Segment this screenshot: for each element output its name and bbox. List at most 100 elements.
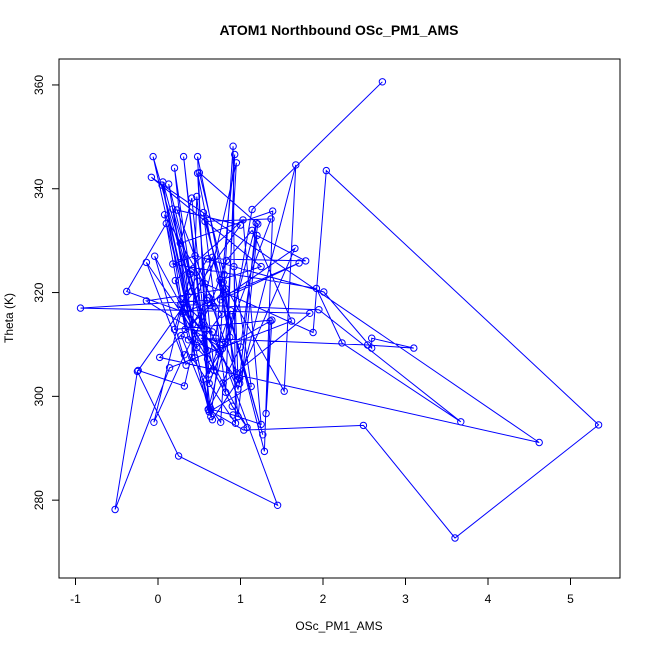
x-tick-label: 4 <box>485 592 492 606</box>
data-point <box>535 438 543 447</box>
data-point <box>222 388 230 396</box>
data-point <box>295 259 303 267</box>
data-point <box>169 205 177 213</box>
data-point <box>236 343 245 351</box>
data-point <box>142 297 151 305</box>
data-point <box>232 159 241 167</box>
y-tick-label: 320 <box>32 282 46 302</box>
data-point <box>266 317 274 325</box>
data-point <box>188 353 196 362</box>
x-tick-label: 1 <box>237 592 244 606</box>
data-point <box>217 418 225 426</box>
chart-title: ATOM1 Northbound OSc_PM1_AMS <box>219 22 458 38</box>
data-point <box>232 369 241 377</box>
data-point <box>309 328 317 337</box>
data-point <box>158 181 166 189</box>
data-point <box>217 296 225 304</box>
data-point <box>193 192 201 201</box>
data-point <box>226 333 234 341</box>
y-tick-label: 280 <box>32 490 46 510</box>
data-point <box>280 387 288 395</box>
data-point <box>210 366 218 375</box>
data-point <box>210 302 218 311</box>
data-point <box>182 361 190 369</box>
data-point <box>368 344 376 352</box>
plot-frame <box>58 58 621 579</box>
data-point <box>267 215 275 223</box>
data-point <box>306 309 314 317</box>
y-tick-label: 360 <box>32 75 46 95</box>
data-point <box>252 219 260 227</box>
y-axis: 280 300 320 340 360 <box>32 75 60 510</box>
data-point <box>268 316 276 324</box>
data-point <box>222 285 230 293</box>
data-point <box>123 287 131 296</box>
data-point <box>205 370 213 378</box>
data-point <box>199 208 208 217</box>
data-point <box>160 211 169 219</box>
data-point <box>231 419 240 427</box>
data-point <box>204 406 213 414</box>
data-point <box>193 343 201 352</box>
data-point <box>173 206 181 214</box>
data-point <box>191 354 199 362</box>
data-point <box>177 295 185 303</box>
data-point <box>176 300 185 309</box>
data-point <box>205 379 213 388</box>
data-point <box>176 239 185 247</box>
data-point <box>181 325 189 334</box>
data-point <box>287 317 296 325</box>
data-point <box>203 355 212 363</box>
x-tick-label: 5 <box>567 592 574 606</box>
data-point <box>193 152 202 161</box>
data-point <box>228 402 237 410</box>
data-point <box>257 262 265 271</box>
data-points <box>76 78 603 542</box>
data-point <box>187 268 195 276</box>
data-point <box>219 379 227 387</box>
data-point <box>200 325 208 334</box>
data-point <box>149 152 157 161</box>
data-point <box>165 364 174 372</box>
data-point <box>269 207 277 215</box>
data-point <box>133 367 142 376</box>
data-point <box>230 262 238 271</box>
data-point <box>195 169 204 177</box>
data-point <box>169 260 177 268</box>
x-axis-label: OSc_PM1_AMS <box>295 619 382 633</box>
data-point <box>220 289 228 298</box>
y-tick-label: 300 <box>32 386 46 406</box>
data-point <box>197 334 205 342</box>
data-point <box>216 276 224 284</box>
data-point <box>315 306 323 314</box>
data-point <box>368 334 376 342</box>
data-point <box>179 152 188 161</box>
data-point <box>410 344 418 352</box>
data-point <box>236 374 244 382</box>
data-point <box>320 288 328 296</box>
data-point <box>134 366 142 375</box>
data-point <box>142 258 151 267</box>
data-point <box>457 418 465 426</box>
data-point <box>188 287 196 296</box>
x-tick-label: 3 <box>402 592 409 606</box>
data-point <box>174 452 183 460</box>
data-point <box>208 328 217 336</box>
x-tick-label: 0 <box>155 592 162 606</box>
data-point <box>203 347 212 355</box>
data-point <box>111 505 119 514</box>
y-tick-label: 340 <box>32 178 46 198</box>
data-point <box>291 244 299 253</box>
data-point <box>322 166 330 175</box>
data-point <box>248 205 256 214</box>
data-point <box>236 379 244 388</box>
data-point <box>234 376 242 384</box>
data-point <box>162 219 171 228</box>
data-point <box>257 420 265 429</box>
data-point <box>179 309 187 317</box>
data-point <box>229 142 237 150</box>
data-point <box>338 339 346 347</box>
data-point <box>594 421 603 429</box>
data-point <box>206 301 214 310</box>
